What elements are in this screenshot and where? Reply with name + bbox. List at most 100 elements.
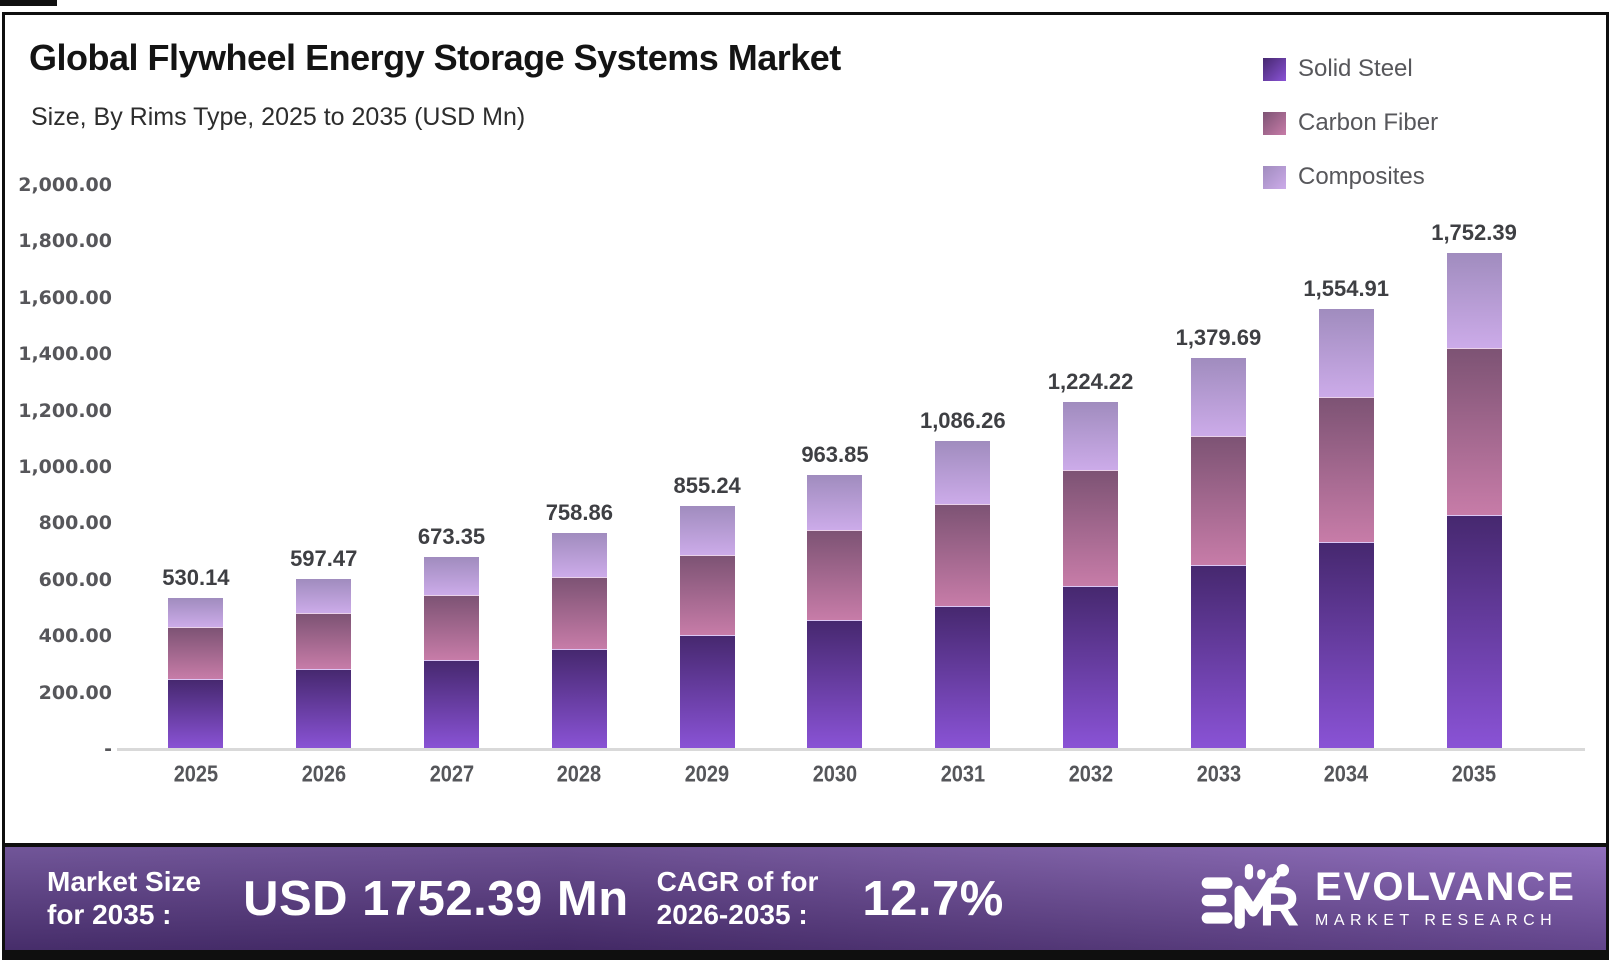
bar-segment-composites — [807, 475, 863, 530]
plot-area: 530.14 597.47 673.35 758.86 855.24 963.85 1,08… — [132, 185, 1538, 749]
bar-segment-carbon-fiber — [1446, 348, 1502, 516]
x-tick-label: 2025 — [173, 762, 219, 787]
emr-logo-icon: R — [1201, 863, 1299, 936]
cagr-label-line1: CAGR of for — [656, 866, 819, 898]
bar-total-label: 1,379.69 — [1175, 325, 1262, 351]
bar-total-label: 673.35 — [417, 524, 486, 550]
cagr-label-line2: 2026-2035 : — [656, 898, 808, 930]
bar-segment-solid-steel — [424, 659, 480, 749]
brand-name: EVOLVANCE — [1315, 865, 1576, 909]
stacked-bar — [1318, 308, 1374, 749]
x-axis: 2025 2026 2027 2028 2029 2030 2031 2032 2033 2034… — [132, 762, 1538, 787]
bar-segment-solid-steel — [296, 668, 352, 749]
bar-total-label: 758.86 — [545, 499, 613, 525]
bar-segment-solid-steel — [935, 605, 991, 749]
bar-segment-solid-steel — [1446, 515, 1502, 749]
bar-total-label: 855.24 — [673, 472, 741, 498]
stacked-bar — [1446, 252, 1502, 749]
chart-frame: Global Flywheel Energy Storage Systems M… — [2, 12, 1609, 960]
svg-text:R: R — [1259, 875, 1299, 935]
legend-swatch-icon — [1263, 165, 1286, 189]
x-tick-label: 2030 — [812, 762, 858, 787]
bar-segment-composites — [1318, 308, 1374, 397]
y-tick-label: 600.00 — [38, 568, 112, 591]
y-tick-label: 1,800.00 — [18, 230, 112, 253]
x-tick-label: 2033 — [1196, 762, 1241, 787]
stacked-bar — [296, 578, 352, 749]
y-tick-label: 800.00 — [38, 512, 112, 535]
bar-group-2031: 1,086.26 — [899, 185, 1027, 749]
y-tick-label: 1,000.00 — [18, 456, 112, 478]
bar-total-label: 597.47 — [290, 545, 358, 571]
market-size-label-line2: for 2035 : — [47, 898, 172, 930]
stacked-bar — [168, 597, 224, 749]
bar-segment-carbon-fiber — [424, 595, 480, 660]
legend-label: Composites — [1298, 163, 1425, 190]
stacked-bar — [551, 532, 607, 749]
y-axis: 2,000.00 1,800.00 1,600.00 1,400.00 1,200.00… — [13, 174, 112, 760]
bar-segment-composites — [1190, 358, 1246, 437]
bar-group-2029: 855.24 — [643, 185, 771, 749]
legend-swatch-icon — [1263, 111, 1286, 135]
brand-subtitle: MARKET RESEARCH — [1315, 912, 1558, 929]
bar-segment-solid-steel — [1318, 542, 1374, 749]
legend-label: Carbon Fiber — [1298, 109, 1439, 136]
bar-segment-solid-steel — [168, 678, 224, 749]
bar-segment-composites — [935, 440, 991, 505]
x-tick-label: 2032 — [1068, 762, 1113, 787]
x-tick-label: 2027 — [429, 762, 474, 787]
stacked-bar — [1063, 401, 1119, 749]
bar-segment-solid-steel — [807, 620, 863, 749]
brand-text: EVOLVANCE MARKET RESEARCH — [1315, 867, 1576, 930]
bar-segment-composites — [168, 597, 224, 628]
y-tick-label: 2,000.00 — [18, 174, 112, 196]
x-tick-label: 2026 — [301, 762, 346, 787]
bar-segment-carbon-fiber — [168, 627, 224, 679]
bar-segment-composites — [1446, 252, 1502, 349]
x-tick-label: 2028 — [557, 762, 602, 787]
y-tick-label: 200.00 — [38, 681, 112, 704]
bar-segment-carbon-fiber — [807, 529, 863, 621]
bar-group-2030: 963.85 — [771, 185, 899, 749]
bar-segment-solid-steel — [679, 635, 735, 749]
bar-segment-composites — [679, 505, 735, 556]
bar-segment-carbon-fiber — [1063, 469, 1119, 586]
market-size-value: USD 1752.39 Mn — [243, 871, 629, 926]
y-tick-label: 1,200.00 — [18, 399, 112, 422]
bar-total-label: 530.14 — [162, 564, 230, 590]
stacked-bar — [935, 440, 991, 749]
bar-group-2032: 1,224.22 — [1027, 185, 1155, 749]
bar-segment-solid-steel — [551, 649, 607, 749]
bar-segment-composites — [424, 557, 480, 596]
cagr-value: 12.7% — [862, 871, 1004, 926]
footer-banner: Market Size for 2035 : USD 1752.39 Mn CA… — [5, 843, 1606, 950]
bar-segment-carbon-fiber — [935, 504, 991, 606]
stacked-bar — [424, 557, 480, 749]
stacked-bar — [679, 505, 735, 749]
bar-segment-composites — [1063, 401, 1119, 470]
bar-segment-carbon-fiber — [679, 555, 735, 636]
y-tick-label: 400.00 — [38, 625, 112, 648]
stacked-bar — [1190, 358, 1246, 749]
page-title: Global Flywheel Energy Storage Systems M… — [29, 37, 841, 78]
x-tick-label: 2031 — [940, 762, 985, 787]
legend-item-composites: Composites — [1263, 163, 1438, 191]
bar-total-label: 963.85 — [801, 442, 869, 468]
bar-group-2033: 1,379.69 — [1155, 185, 1283, 749]
bar-group-2034: 1,554.91 — [1282, 185, 1410, 749]
bar-segment-carbon-fiber — [1190, 436, 1246, 565]
y-tick-label: - — [104, 738, 112, 760]
x-tick-label: 2029 — [684, 762, 730, 787]
chart-area: Global Flywheel Energy Storage Systems M… — [5, 15, 1606, 843]
legend-item-solid-steel: Solid Steel — [1263, 55, 1438, 83]
bar-segment-carbon-fiber — [1318, 396, 1374, 543]
bar-total-label: 1,224.22 — [1047, 368, 1134, 394]
x-axis-line — [117, 748, 1585, 751]
legend-swatch-icon — [1263, 57, 1286, 81]
chart-subtitle: Size, By Rims Type, 2025 to 2035 (USD Mn… — [31, 103, 526, 131]
bar-total-label: 1,752.39 — [1431, 219, 1517, 245]
y-tick-label: 1,600.00 — [18, 286, 112, 309]
bar-group-2025: 530.14 — [132, 185, 260, 749]
cagr-label: CAGR of for 2026-2035 : — [657, 866, 819, 930]
